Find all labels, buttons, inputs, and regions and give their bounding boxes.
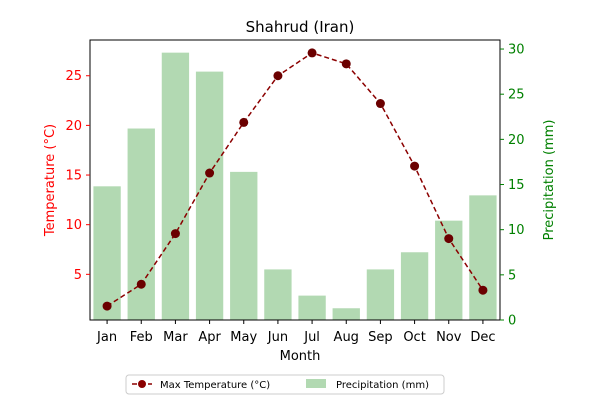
precipitation-bar xyxy=(195,71,224,320)
y-right-tick-label: 10 xyxy=(508,223,525,238)
temperature-point xyxy=(410,161,420,171)
temperature-point xyxy=(341,59,351,69)
legend-marker-swatch xyxy=(138,380,146,388)
legend-entry-precipitation: Precipitation (mm) xyxy=(336,380,429,391)
temperature-series-line xyxy=(106,52,484,307)
y-left-tick-label: 20 xyxy=(65,119,82,134)
precipitation-bar xyxy=(230,171,258,320)
x-tick-label: Feb xyxy=(130,330,153,345)
plot-frame xyxy=(89,39,501,321)
x-tick-label: May xyxy=(230,330,257,345)
temperature-point xyxy=(102,301,112,311)
temperature-point xyxy=(136,279,146,289)
y-right-tick-label: 20 xyxy=(508,133,525,148)
x-tick-label: Jun xyxy=(267,330,288,345)
y-left-tick-label: 10 xyxy=(65,218,82,233)
precipitation-bars xyxy=(93,52,497,320)
temperature-line xyxy=(102,48,488,311)
x-tick-label: Dec xyxy=(470,330,495,345)
legend-entry-temperature: Max Temperature (°C) xyxy=(160,380,270,391)
temperature-point xyxy=(170,229,180,239)
precipitation-bar xyxy=(366,269,395,320)
x-tick-label: Nov xyxy=(436,330,462,345)
y-axis-left: 5 10 15 20 25 xyxy=(65,69,90,283)
x-tick-label: Sep xyxy=(368,330,393,345)
x-tick-label: Mar xyxy=(163,330,188,345)
temperature-point xyxy=(273,71,283,81)
precipitation-bar xyxy=(93,186,121,320)
y-left-tick-label: 15 xyxy=(65,169,82,184)
y-axis-right-label: Precipitation (mm) xyxy=(542,120,557,241)
temperature-point xyxy=(205,168,215,178)
y-axis-right: 0 5 10 15 20 25 30 xyxy=(500,43,525,329)
temperature-point xyxy=(478,285,488,295)
y-left-tick-label: 5 xyxy=(74,268,82,283)
y-right-tick-label: 30 xyxy=(508,43,525,58)
precipitation-bar xyxy=(332,308,360,320)
legend: Max Temperature (°C) Precipitation (mm) xyxy=(125,374,445,395)
precipitation-bar xyxy=(298,295,326,320)
y-right-tick-label: 0 xyxy=(508,314,516,329)
temperature-point xyxy=(444,234,454,244)
precipitation-bar xyxy=(469,195,497,320)
precipitation-bar xyxy=(127,128,155,320)
x-tick-label: Jan xyxy=(96,330,117,345)
precipitation-bar xyxy=(161,52,190,320)
y-right-tick-label: 5 xyxy=(508,268,516,283)
y-axis-left-label: Temperature (°C) xyxy=(43,124,58,237)
chart-title: Shahrud (Iran) xyxy=(246,18,355,36)
x-tick-label: Oct xyxy=(403,330,425,345)
temperature-point xyxy=(307,48,317,58)
temperature-point xyxy=(375,99,385,109)
precipitation-bar xyxy=(264,269,292,320)
x-axis: Jan Feb Mar Apr May Jun Jul Aug Sep Oct Nov Dec xyxy=(96,320,495,345)
precipitation-bar xyxy=(400,252,429,320)
y-left-tick-label: 25 xyxy=(65,69,82,84)
temperature-point xyxy=(239,117,249,127)
x-axis-label: Month xyxy=(280,349,321,364)
y-right-tick-label: 15 xyxy=(508,178,525,193)
legend-bar-swatch xyxy=(306,379,326,388)
legend-frame xyxy=(125,374,445,395)
y-right-tick-label: 25 xyxy=(508,88,525,103)
x-tick-label: Aug xyxy=(334,330,359,345)
x-tick-label: Apr xyxy=(198,330,221,345)
x-tick-label: Jul xyxy=(303,330,320,345)
